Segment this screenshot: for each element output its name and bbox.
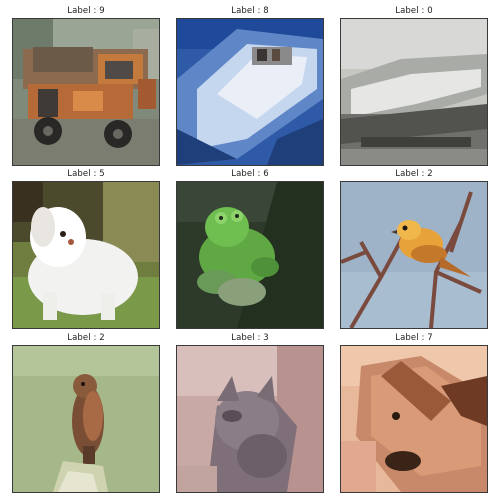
bird-image [12, 345, 160, 493]
horse-image [340, 345, 488, 493]
tile-label: Label : 9 [67, 6, 105, 16]
tile-label: Label : 7 [395, 333, 433, 343]
tile-label: Label : 5 [67, 169, 105, 179]
tile-frog: Label : 6 [176, 167, 324, 329]
tile-label: Label : 0 [395, 6, 433, 16]
tile-horse: Label : 7 [340, 331, 488, 493]
tile-bird: Label : 2 [340, 167, 488, 329]
airplane-image [340, 18, 488, 166]
tile-label: Label : 3 [231, 333, 269, 343]
frog-image [176, 181, 324, 329]
dog-image [12, 181, 160, 329]
tile-label: Label : 2 [67, 333, 105, 343]
tile-dog: Label : 5 [12, 167, 160, 329]
tile-ship: Label : 8 [176, 4, 324, 166]
tile-label: Label : 2 [395, 169, 433, 179]
bird-image [340, 181, 488, 329]
tile-label: Label : 8 [231, 6, 269, 16]
ship-image [176, 18, 324, 166]
truck-image [12, 18, 160, 166]
tile-truck: Label : 9 [12, 4, 160, 166]
tile-bird: Label : 2 [12, 331, 160, 493]
tile-cat: Label : 3 [176, 331, 324, 493]
tile-airplane: Label : 0 [340, 4, 488, 166]
tile-label: Label : 6 [231, 169, 269, 179]
cat-image [176, 345, 324, 493]
